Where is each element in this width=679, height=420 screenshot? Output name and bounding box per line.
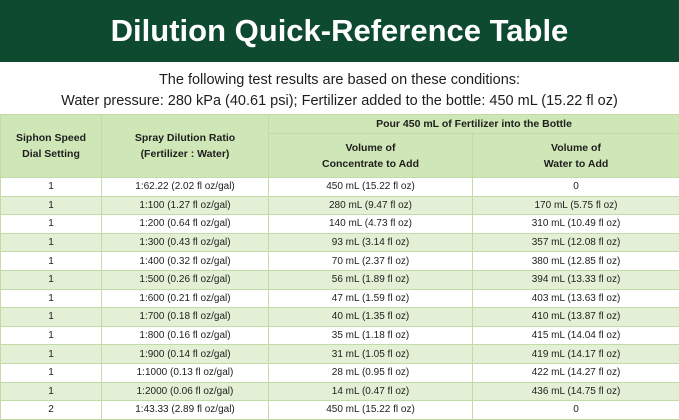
cell: 40 mL (1.35 fl oz) <box>268 307 473 327</box>
cell: 1:300 (0.43 fl oz/gal) <box>101 232 269 253</box>
cell: 14 mL (0.47 fl oz) <box>268 381 473 402</box>
row: 1 1:500 (0.26 fl oz/gal) 56 mL (1.89 fl oz… <box>0 269 679 290</box>
cell: 1 <box>0 344 102 364</box>
header-line: Water to Add <box>543 157 609 170</box>
header-line: (Fertilizer : Water) <box>140 148 230 160</box>
cell: 2 <box>0 400 102 420</box>
cell: 310 mL (10.49 fl oz) <box>472 214 679 234</box>
cell: 1:43.33 (2.89 fl oz/gal) <box>101 400 269 420</box>
cell: 1 <box>0 381 102 402</box>
row: 2 1:43.33 (2.89 fl oz/gal) 450 mL (15.22 f… <box>0 400 679 420</box>
column-header: Volume of Water to Add <box>472 133 679 178</box>
cell: 1:900 (0.14 fl oz/gal) <box>101 344 269 364</box>
header-line: Siphon Speed <box>15 132 86 144</box>
cell: 70 mL (2.37 fl oz) <box>268 251 473 271</box>
condition: The following test results are based on … <box>158 72 521 88</box>
header-line: Volume of <box>551 141 601 154</box>
cell: 31 mL (1.05 fl oz) <box>268 344 473 364</box>
cell: 1 <box>0 214 102 234</box>
row: 1 1:1000 (0.13 fl oz/gal) 28 mL (0.95 fl o… <box>0 362 679 383</box>
cell: 1 <box>0 307 102 327</box>
cell: 35 mL (1.18 fl oz) <box>268 325 473 346</box>
cell: 1:600 (0.21 fl oz/gal) <box>101 288 269 309</box>
row: 1 1:100 (1.27 fl oz/gal) 280 mL (9.47 fl o… <box>0 195 679 216</box>
cell: 450 mL (15.22 fl oz) <box>268 177 473 197</box>
column-header: Spray Dilution Ratio (Fertilizer : Water) <box>101 114 269 178</box>
row: 1 1:600 (0.21 fl oz/gal) 47 mL (1.59 fl oz… <box>0 288 679 309</box>
cell: 403 mL (13.63 fl oz) <box>472 288 679 309</box>
cell: 1:62.22 (2.02 fl oz/gal) <box>101 177 269 197</box>
header-line: Concentrate to Add <box>321 157 420 170</box>
cell: 410 mL (13.87 fl oz) <box>472 307 679 327</box>
header-line: Dial Setting <box>22 148 80 160</box>
cell: 1 <box>0 251 102 271</box>
cell: 170 mL (5.75 fl oz) <box>472 195 679 216</box>
cell: 1:800 (0.16 fl oz/gal) <box>101 325 269 346</box>
cell: 0 <box>472 177 679 197</box>
cell: 1 <box>0 195 102 216</box>
cell: 1:100 (1.27 fl oz/gal) <box>101 195 269 216</box>
row: 1 1:800 (0.16 fl oz/gal) 35 mL (1.18 fl oz… <box>0 325 679 346</box>
cell: 1 <box>0 325 102 346</box>
condition: Water pressure: 280 kPa (40.61 psi); Fer… <box>61 93 618 109</box>
cell: 140 mL (4.73 fl oz) <box>268 214 473 234</box>
row: 1 1:900 (0.14 fl oz/gal) 31 mL (1.05 fl oz… <box>0 344 679 364</box>
row: 1 1:300 (0.43 fl oz/gal) 93 mL (3.14 fl oz… <box>0 232 679 253</box>
cell: 56 mL (1.89 fl oz) <box>268 269 473 290</box>
header-line: Spray Dilution Ratio <box>134 132 236 144</box>
cell: 415 mL (14.04 fl oz) <box>472 325 679 346</box>
cell: 422 mL (14.27 fl oz) <box>472 362 679 383</box>
cell: 280 mL (9.47 fl oz) <box>268 195 473 216</box>
cell: 1:200 (0.64 fl oz/gal) <box>101 214 269 234</box>
cell: 1 <box>0 362 102 383</box>
table: Siphon Speed Dial Setting Spray Dilution … <box>0 114 679 420</box>
cell: 1:700 (0.18 fl oz/gal) <box>101 307 269 327</box>
group-header: Pour 450 mL of Fertilizer into the Bottl… <box>268 114 679 134</box>
cell: 357 mL (12.08 fl oz) <box>472 232 679 253</box>
row: 1 1:400 (0.32 fl oz/gal) 70 mL (2.37 fl oz… <box>0 251 679 271</box>
cell: 1:2000 (0.06 fl oz/gal) <box>101 381 269 402</box>
cell: 0 <box>472 400 679 420</box>
cell: 28 mL (0.95 fl oz) <box>268 362 473 383</box>
column-header: Volume of Concentrate to Add <box>268 133 473 178</box>
cell: 47 mL (1.59 fl oz) <box>268 288 473 309</box>
cell: 380 mL (12.85 fl oz) <box>472 251 679 271</box>
row: 1 1:2000 (0.06 fl oz/gal) 14 mL (0.47 fl o… <box>0 381 679 402</box>
title: Dilution Quick-Reference Table <box>0 0 679 62</box>
cell: 1 <box>0 177 102 197</box>
cell: 1:400 (0.32 fl oz/gal) <box>101 251 269 271</box>
row: 1 1:700 (0.18 fl oz/gal) 40 mL (1.35 fl oz… <box>0 307 679 327</box>
cell: 436 mL (14.75 fl oz) <box>472 381 679 402</box>
cell: 419 mL (14.17 fl oz) <box>472 344 679 364</box>
cell: 1 <box>0 288 102 309</box>
row: 1 1:200 (0.64 fl oz/gal) 140 mL (4.73 fl o… <box>0 214 679 234</box>
column-header: Siphon Speed Dial Setting <box>0 114 102 178</box>
cell: 1 <box>0 232 102 253</box>
cell: 1 <box>0 269 102 290</box>
cell: 1:1000 (0.13 fl oz/gal) <box>101 362 269 383</box>
cell: 93 mL (3.14 fl oz) <box>268 232 473 253</box>
row: 1 1:62.22 (2.02 fl oz/gal) 450 mL (15.22 f… <box>0 177 679 197</box>
cell: 450 mL (15.22 fl oz) <box>268 400 473 420</box>
cell: 394 mL (13.33 fl oz) <box>472 269 679 290</box>
cell: 1:500 (0.26 fl oz/gal) <box>101 269 269 290</box>
header-line: Volume of <box>345 141 396 154</box>
